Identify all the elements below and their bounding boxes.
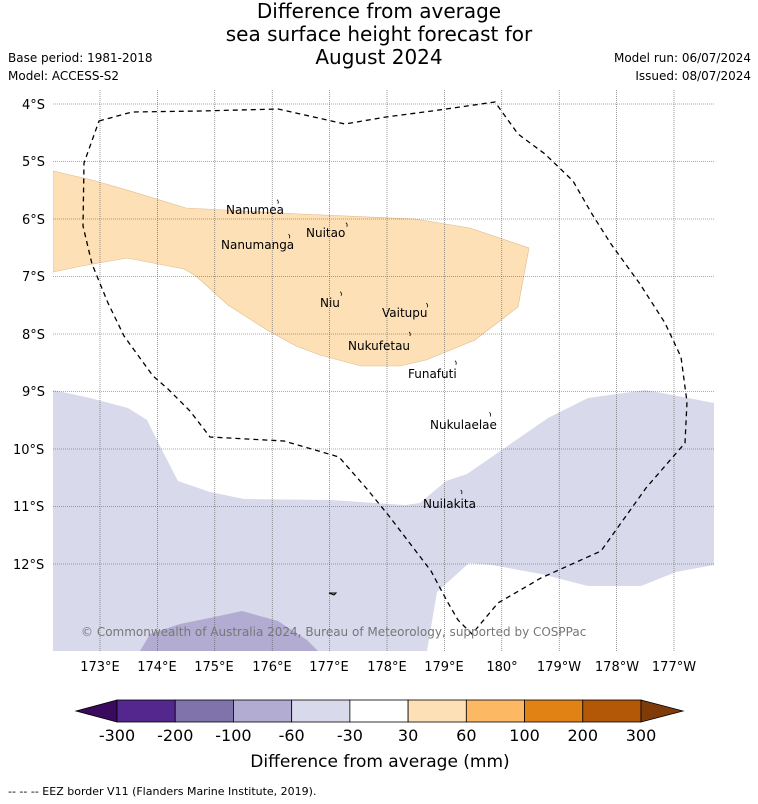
lat-label: 6°S — [22, 213, 45, 228]
eez-legend-note: -- -- -- EEZ border V11 (Flanders Marine… — [8, 785, 317, 798]
longitude-labels: 173°E 174°E 175°E 176°E 177°E 178°E 179°… — [80, 660, 696, 675]
island-marker — [339, 291, 342, 296]
colorbar-tick-label: 200 — [568, 726, 599, 745]
colorbar-segment — [174, 699, 234, 723]
colorbar-segment — [524, 699, 584, 723]
place-label-niu: Niu — [320, 296, 340, 310]
lat-label: 4°S — [22, 98, 45, 113]
lat-label: 5°S — [22, 155, 45, 170]
lon-label: 177°W — [652, 660, 696, 675]
lat-label: 11°S — [13, 500, 44, 515]
island-marker — [288, 233, 291, 239]
meta-left: Base period: 1981-2018 Model: ACCESS-S2 — [8, 49, 153, 85]
colorbar-segment — [349, 699, 409, 723]
island-markers — [276, 199, 492, 495]
lon-label: 179°E — [424, 660, 464, 675]
place-label-nuilakita: Nuilakita — [423, 497, 476, 511]
lon-label: 173°E — [80, 660, 120, 675]
meta-right: Model run: 06/07/2024 Issued: 08/07/2024 — [614, 49, 751, 85]
lon-label: 176°E — [252, 660, 292, 675]
shading-layer — [53, 170, 714, 651]
colorbar-extend-high — [640, 699, 685, 723]
colorbar-title: Difference from average (mm) — [250, 752, 509, 772]
colorbar-tick-label: 100 — [509, 726, 540, 745]
copyright-notice: © Commonwealth of Australia 2024, Bureau… — [81, 625, 586, 639]
positive-anomaly-region — [53, 170, 530, 367]
latitude-labels: 4°S 5°S 6°S 7°S 8°S 9°S 10°S 11°S 12°S — [13, 98, 45, 573]
colorbar-segment — [465, 699, 525, 723]
place-label-nanumea: Nanumea — [226, 203, 284, 217]
place-label-nukufetau: Nukufetau — [348, 339, 410, 353]
colorbar-tick-label: -30 — [337, 726, 363, 745]
place-label-nukulaelae: Nukulaelae — [430, 418, 497, 432]
lon-label: 175°E — [194, 660, 234, 675]
colorbar-tick-label: 300 — [626, 726, 657, 745]
colorbar: -300 -200 -100 -60 -30 30 60 100 200 300 Differen… — [74, 699, 685, 772]
colorbar-segment — [233, 699, 293, 723]
map-title: Difference from average sea surface heig… — [0, 0, 758, 69]
colorbar-tick-label: -300 — [99, 726, 135, 745]
lat-label: 8°S — [22, 328, 45, 343]
lon-label: 178°W — [595, 660, 639, 675]
model-name: Model: ACCESS-S2 — [8, 69, 120, 83]
title-line-2: sea surface height forecast for — [225, 22, 533, 46]
colorbar-tick-label: 60 — [456, 726, 476, 745]
island-marker — [345, 222, 348, 227]
eez-border — [82, 101, 688, 635]
colorbar-tick-label: -100 — [215, 726, 251, 745]
lat-label: 12°S — [13, 558, 44, 573]
island-marker — [489, 412, 492, 417]
issued-date: Issued: 08/07/2024 — [635, 69, 751, 83]
negative-anomaly-region — [53, 390, 714, 651]
place-label-funafuti: Funafuti — [408, 367, 457, 381]
colorbar-tick-label: 30 — [398, 726, 418, 745]
island-marker — [460, 489, 463, 495]
island-labels: Nanumea Nuitao Nanumanga Niu Vaitupu Nuk… — [221, 203, 497, 511]
island-outline — [328, 592, 338, 596]
place-label-nanumanga: Nanumanga — [221, 238, 294, 252]
lat-label: 7°S — [22, 270, 45, 285]
lon-label: 180° — [486, 660, 517, 675]
graticule — [53, 90, 714, 651]
colorbar-tick-label: -60 — [279, 726, 305, 745]
colorbar-extend-low — [74, 699, 118, 723]
colorbar-tick-label: -200 — [157, 726, 193, 745]
island-marker — [408, 331, 411, 337]
place-label-vaitupu: Vaitupu — [382, 306, 428, 320]
strong-negative-region — [140, 611, 318, 651]
title-line-3: August 2024 — [315, 45, 443, 69]
island-marker — [425, 302, 428, 308]
island-marker — [454, 360, 457, 365]
lon-label: 177°E — [309, 660, 349, 675]
lon-label: 179°W — [537, 660, 581, 675]
model-run: Model run: 06/07/2024 — [613, 51, 751, 65]
lon-label: 174°E — [137, 660, 177, 675]
colorbar-segment — [407, 699, 467, 723]
colorbar-segment — [116, 699, 176, 723]
forecast-map: 4°S 5°S 6°S 7°S 8°S 9°S 10°S 11°S 12°S 1… — [13, 90, 714, 772]
colorbar-segment — [291, 699, 351, 723]
lat-label: 10°S — [13, 443, 44, 458]
colorbar-segment — [582, 699, 642, 723]
title-line-1: Difference from average — [256, 0, 502, 23]
island-marker — [276, 199, 279, 204]
lon-label: 178°E — [367, 660, 407, 675]
place-label-nuitao: Nuitao — [306, 226, 345, 240]
base-period: Base period: 1981-2018 — [8, 51, 153, 65]
lat-label: 9°S — [22, 385, 45, 400]
